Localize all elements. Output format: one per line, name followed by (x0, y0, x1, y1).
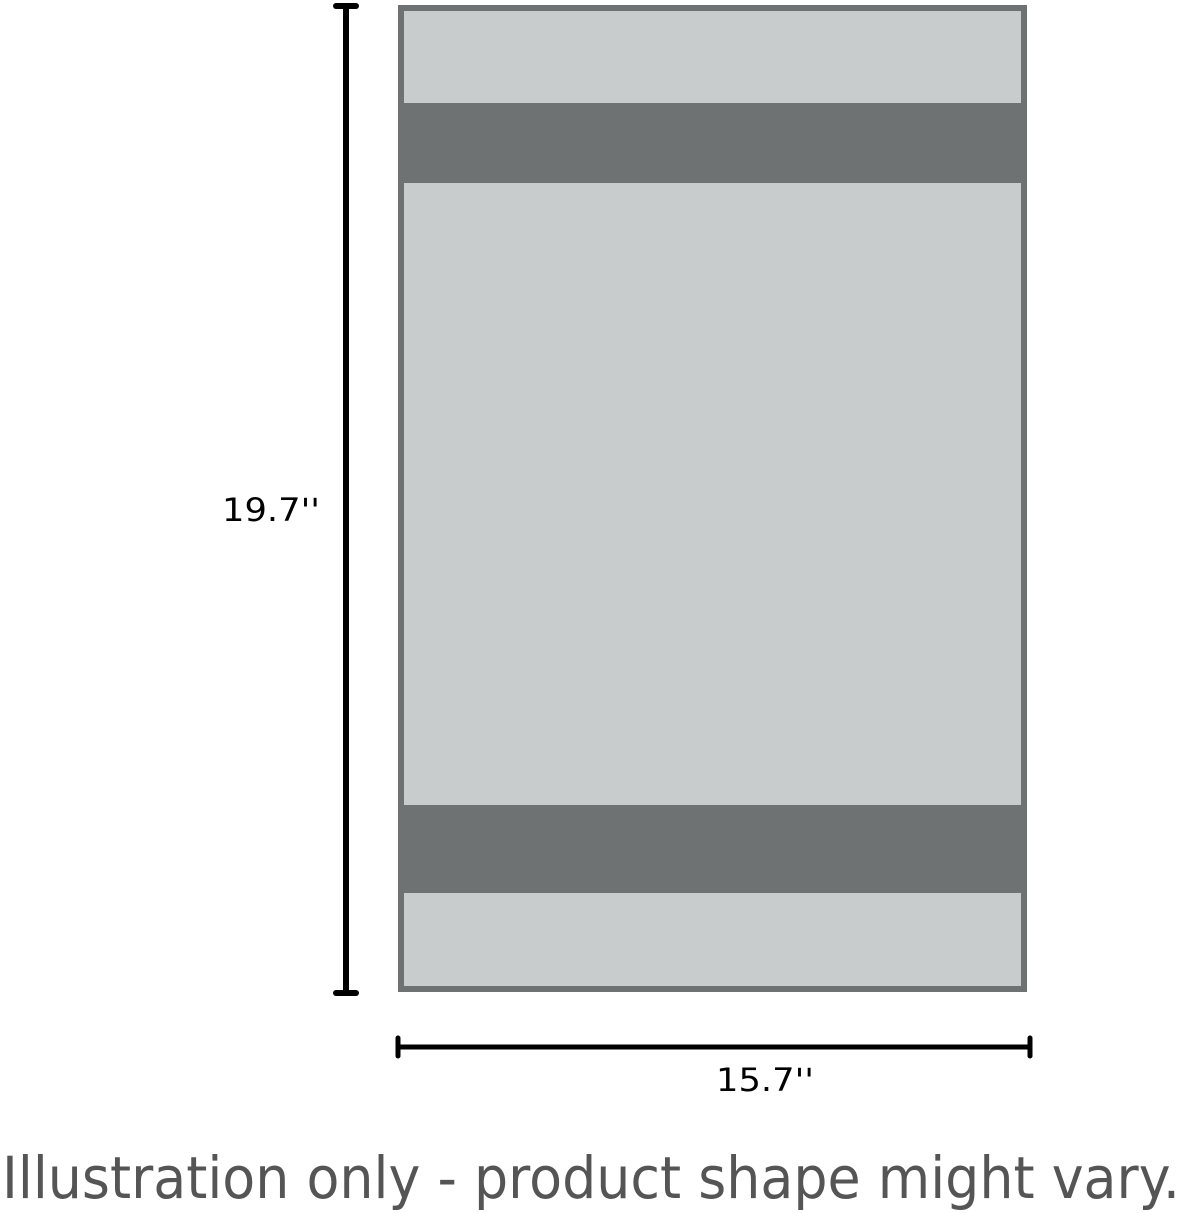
caption: Illustration only - product shape might … (2, 1144, 1180, 1212)
width-dimension-line (395, 1035, 1033, 1059)
height-label: 19.7'' (222, 491, 320, 529)
height-dimension-line (333, 3, 359, 996)
bottom-band (398, 805, 1027, 893)
width-label: 15.7'' (716, 1061, 814, 1099)
top-band (398, 103, 1027, 183)
